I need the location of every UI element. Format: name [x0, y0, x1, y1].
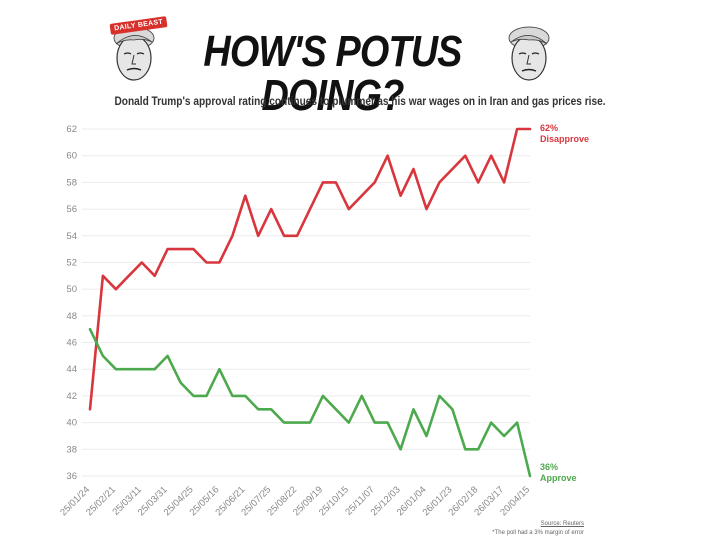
end-labels: 62%Disapprove 36%Approve	[540, 123, 589, 483]
trump-face-right-icon	[508, 26, 550, 81]
y-tick-label: 54	[66, 231, 77, 242]
chart-subtitle: Donald Trump's approval rating continues…	[114, 96, 606, 108]
y-tick-label: 60	[66, 151, 77, 162]
y-tick-label: 44	[66, 364, 77, 375]
y-tick-label: 48	[66, 311, 77, 322]
header: DAILY BEAST HOW'S POTUS DOING? Donald Tr…	[0, 0, 720, 120]
y-axis-ticks: 36 38 40 42 44 46 48 50 52 54 56 58 60 62	[66, 124, 77, 482]
end-value-label-approve: 36%	[540, 462, 558, 472]
series-line-approve	[88, 327, 532, 478]
y-tick-label: 62	[66, 124, 77, 135]
y-tick-label: 38	[66, 444, 77, 455]
series-line-disapprove	[88, 127, 532, 411]
y-tick-label: 40	[66, 418, 77, 429]
x-axis-ticks: 25/01/2425/02/2125/03/1125/03/3125/04/25…	[58, 484, 532, 518]
y-tick-label: 36	[66, 471, 77, 482]
end-value-label-disapprove: 62%	[540, 123, 558, 133]
y-tick-label: 52	[66, 257, 77, 268]
series-name-label-disapprove: Disapprove	[540, 134, 589, 144]
y-tick-label: 46	[66, 338, 77, 349]
source-credit[interactable]: Source: Reuters	[540, 521, 584, 527]
grid	[82, 128, 530, 477]
trump-face-left-icon	[113, 26, 155, 81]
series-name-label-approve: Approve	[540, 473, 577, 483]
series-lines	[88, 127, 532, 478]
y-tick-label: 50	[66, 284, 77, 295]
margin-of-error-note: *The poll had a 3% margin of error	[492, 530, 584, 536]
y-tick-label: 56	[66, 204, 77, 215]
page-title: HOW'S POTUS DOING?	[203, 27, 462, 120]
y-tick-label: 42	[66, 391, 77, 402]
y-tick-label: 58	[66, 177, 77, 188]
